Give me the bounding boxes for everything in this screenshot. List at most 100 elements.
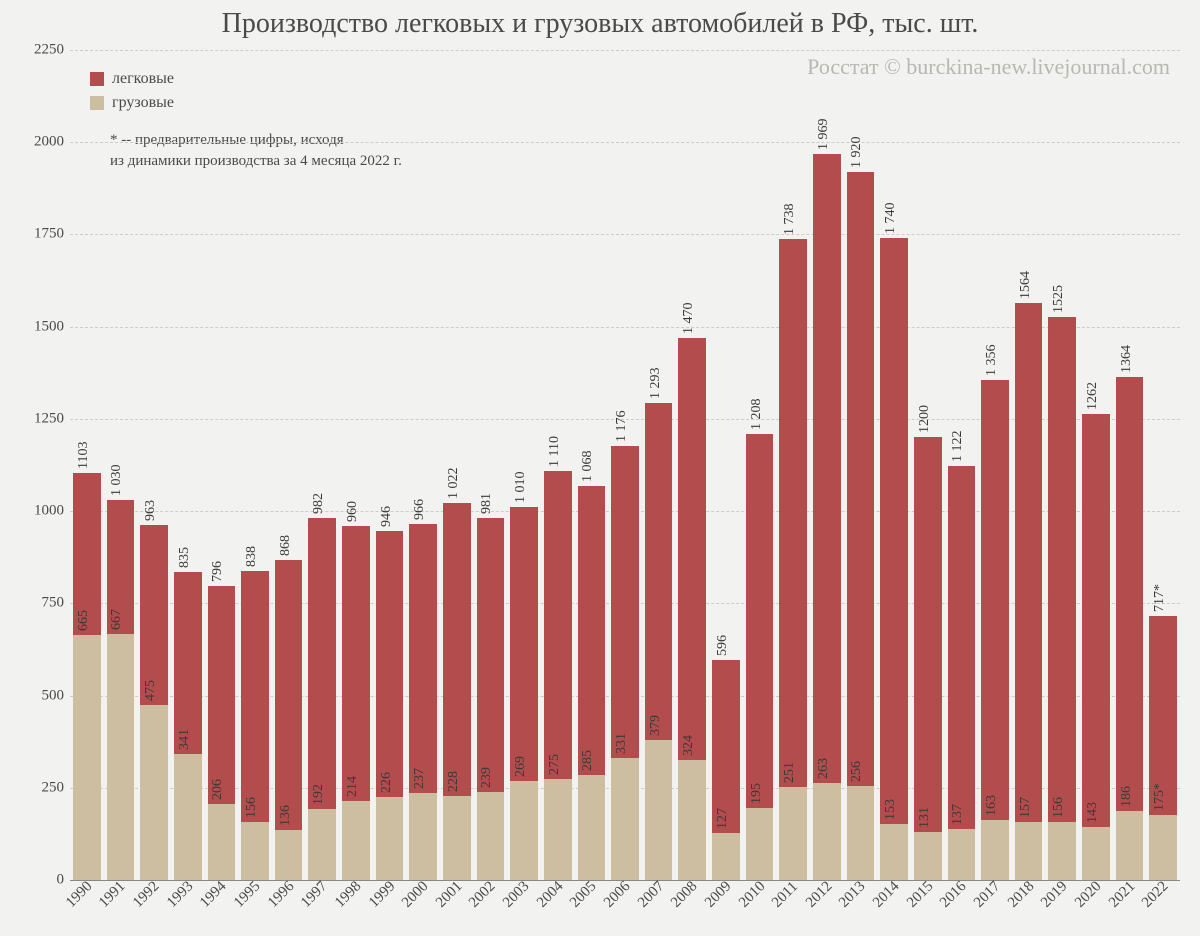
bar-cars <box>678 338 706 761</box>
bar-cars <box>578 486 606 775</box>
bar-inner-label: 331 <box>614 733 630 754</box>
y-tick-label: 2000 <box>14 134 64 151</box>
bar-trucks <box>914 832 942 880</box>
bar-group: 1564157 <box>1015 303 1043 880</box>
x-tick-label: 1995 <box>231 878 264 911</box>
bar-cars <box>813 154 841 783</box>
bar-top-label: 1262 <box>1085 382 1101 410</box>
bar-inner-label: 226 <box>379 772 395 793</box>
x-tick-label: 2006 <box>601 878 634 911</box>
bar-trucks <box>73 635 101 880</box>
x-tick-label: 1997 <box>298 878 331 911</box>
x-tick-label: 2020 <box>1072 878 1105 911</box>
bar-inner-label: 136 <box>278 805 294 826</box>
bar-inner-label: 153 <box>883 799 899 820</box>
bar-inner-label: 163 <box>984 795 1000 816</box>
bar-inner-label: 341 <box>177 729 193 750</box>
bar-inner-label: 214 <box>345 776 361 797</box>
bar-trucks <box>981 820 1009 880</box>
x-tick-label: 2003 <box>500 878 533 911</box>
bar-group: 966237 <box>409 524 437 880</box>
x-tick-label: 1996 <box>265 878 298 911</box>
x-tick-label: 2011 <box>769 879 802 912</box>
bars-area: 11036651 0306679634758353417962068381568… <box>70 50 1180 880</box>
x-tick-label: 2000 <box>399 878 432 911</box>
bar-inner-label: 143 <box>1085 802 1101 823</box>
y-tick-label: 1250 <box>14 410 64 427</box>
x-tick-label: 2002 <box>466 878 499 911</box>
x-tick-label: 2017 <box>971 878 1004 911</box>
bar-inner-label: 192 <box>311 784 327 805</box>
bar-inner-label: 228 <box>446 771 462 792</box>
bar-cars <box>241 571 269 823</box>
bar-trucks <box>1015 822 1043 880</box>
bar-cars <box>174 572 202 754</box>
x-tick-label: 2013 <box>836 878 869 911</box>
bar-trucks <box>779 787 807 880</box>
bar-top-label: 982 <box>311 493 327 514</box>
bar-inner-label: 137 <box>950 804 966 825</box>
bar-inner-label: 251 <box>782 762 798 783</box>
bar-top-label: 717* <box>1152 584 1168 612</box>
bar-group: 1 740153 <box>880 238 908 880</box>
x-tick-label: 2007 <box>635 878 668 911</box>
bar-group: 963475 <box>140 525 168 880</box>
bar-group: 1364186 <box>1116 377 1144 880</box>
bar-group: 1 920256 <box>847 172 875 880</box>
bar-inner-label: 269 <box>513 756 529 777</box>
bar-trucks <box>275 830 303 880</box>
y-tick-label: 1750 <box>14 226 64 243</box>
x-tick-label: 2014 <box>870 878 903 911</box>
x-tick-label: 2022 <box>1139 878 1172 911</box>
bar-top-label: 1525 <box>1051 285 1067 313</box>
bar-top-label: 1 356 <box>984 344 1000 376</box>
bar-top-label: 796 <box>210 561 226 582</box>
bar-trucks <box>140 705 168 880</box>
bar-cars <box>746 434 774 808</box>
bar-top-label: 1 022 <box>446 468 462 500</box>
bar-group: 982192 <box>308 518 336 880</box>
x-tick-label: 1998 <box>332 878 365 911</box>
bar-top-label: 1 920 <box>849 136 865 168</box>
bar-top-label: 981 <box>479 493 495 514</box>
x-tick-label: 2005 <box>567 878 600 911</box>
bar-trucks <box>174 754 202 880</box>
bar-group: 960214 <box>342 526 370 880</box>
x-tick-label: 1993 <box>164 878 197 911</box>
bar-inner-label: 665 <box>76 610 92 631</box>
x-tick-label: 2018 <box>1005 878 1038 911</box>
bar-inner-label: 127 <box>715 808 731 829</box>
bar-cars <box>948 466 976 829</box>
bar-top-label: 1200 <box>917 405 933 433</box>
bar-group: 1262143 <box>1082 414 1110 880</box>
bar-cars <box>914 437 942 831</box>
bar-top-label: 1 068 <box>580 451 596 483</box>
bar-trucks <box>1149 815 1177 880</box>
x-tick-label: 1990 <box>63 878 96 911</box>
bar-inner-label: 237 <box>412 768 428 789</box>
bar-group: 1200131 <box>914 437 942 880</box>
bar-cars <box>376 531 404 797</box>
bar-trucks <box>746 808 774 880</box>
x-tick-label: 2019 <box>1038 878 1071 911</box>
bar-trucks <box>813 783 841 880</box>
x-tick-label: 1992 <box>130 878 163 911</box>
bar-group: 1 470324 <box>678 338 706 880</box>
bar-group: 981239 <box>477 518 505 880</box>
x-tick-label: 2001 <box>433 878 466 911</box>
bar-inner-label: 131 <box>917 807 933 828</box>
bar-group: 1 176331 <box>611 446 639 880</box>
bar-trucks <box>880 824 908 880</box>
bar-cars <box>1048 317 1076 822</box>
bar-cars <box>275 560 303 830</box>
bar-inner-label: 175* <box>1152 783 1168 811</box>
bar-top-label: 1 122 <box>950 431 966 463</box>
bar-trucks <box>645 740 673 880</box>
bar-trucks <box>510 781 538 880</box>
bar-trucks <box>443 796 471 880</box>
bar-cars <box>409 524 437 793</box>
bar-inner-label: 195 <box>749 783 765 804</box>
bar-trucks <box>1116 811 1144 880</box>
bar-top-label: 1 738 <box>782 203 798 235</box>
y-tick-label: 750 <box>14 595 64 612</box>
